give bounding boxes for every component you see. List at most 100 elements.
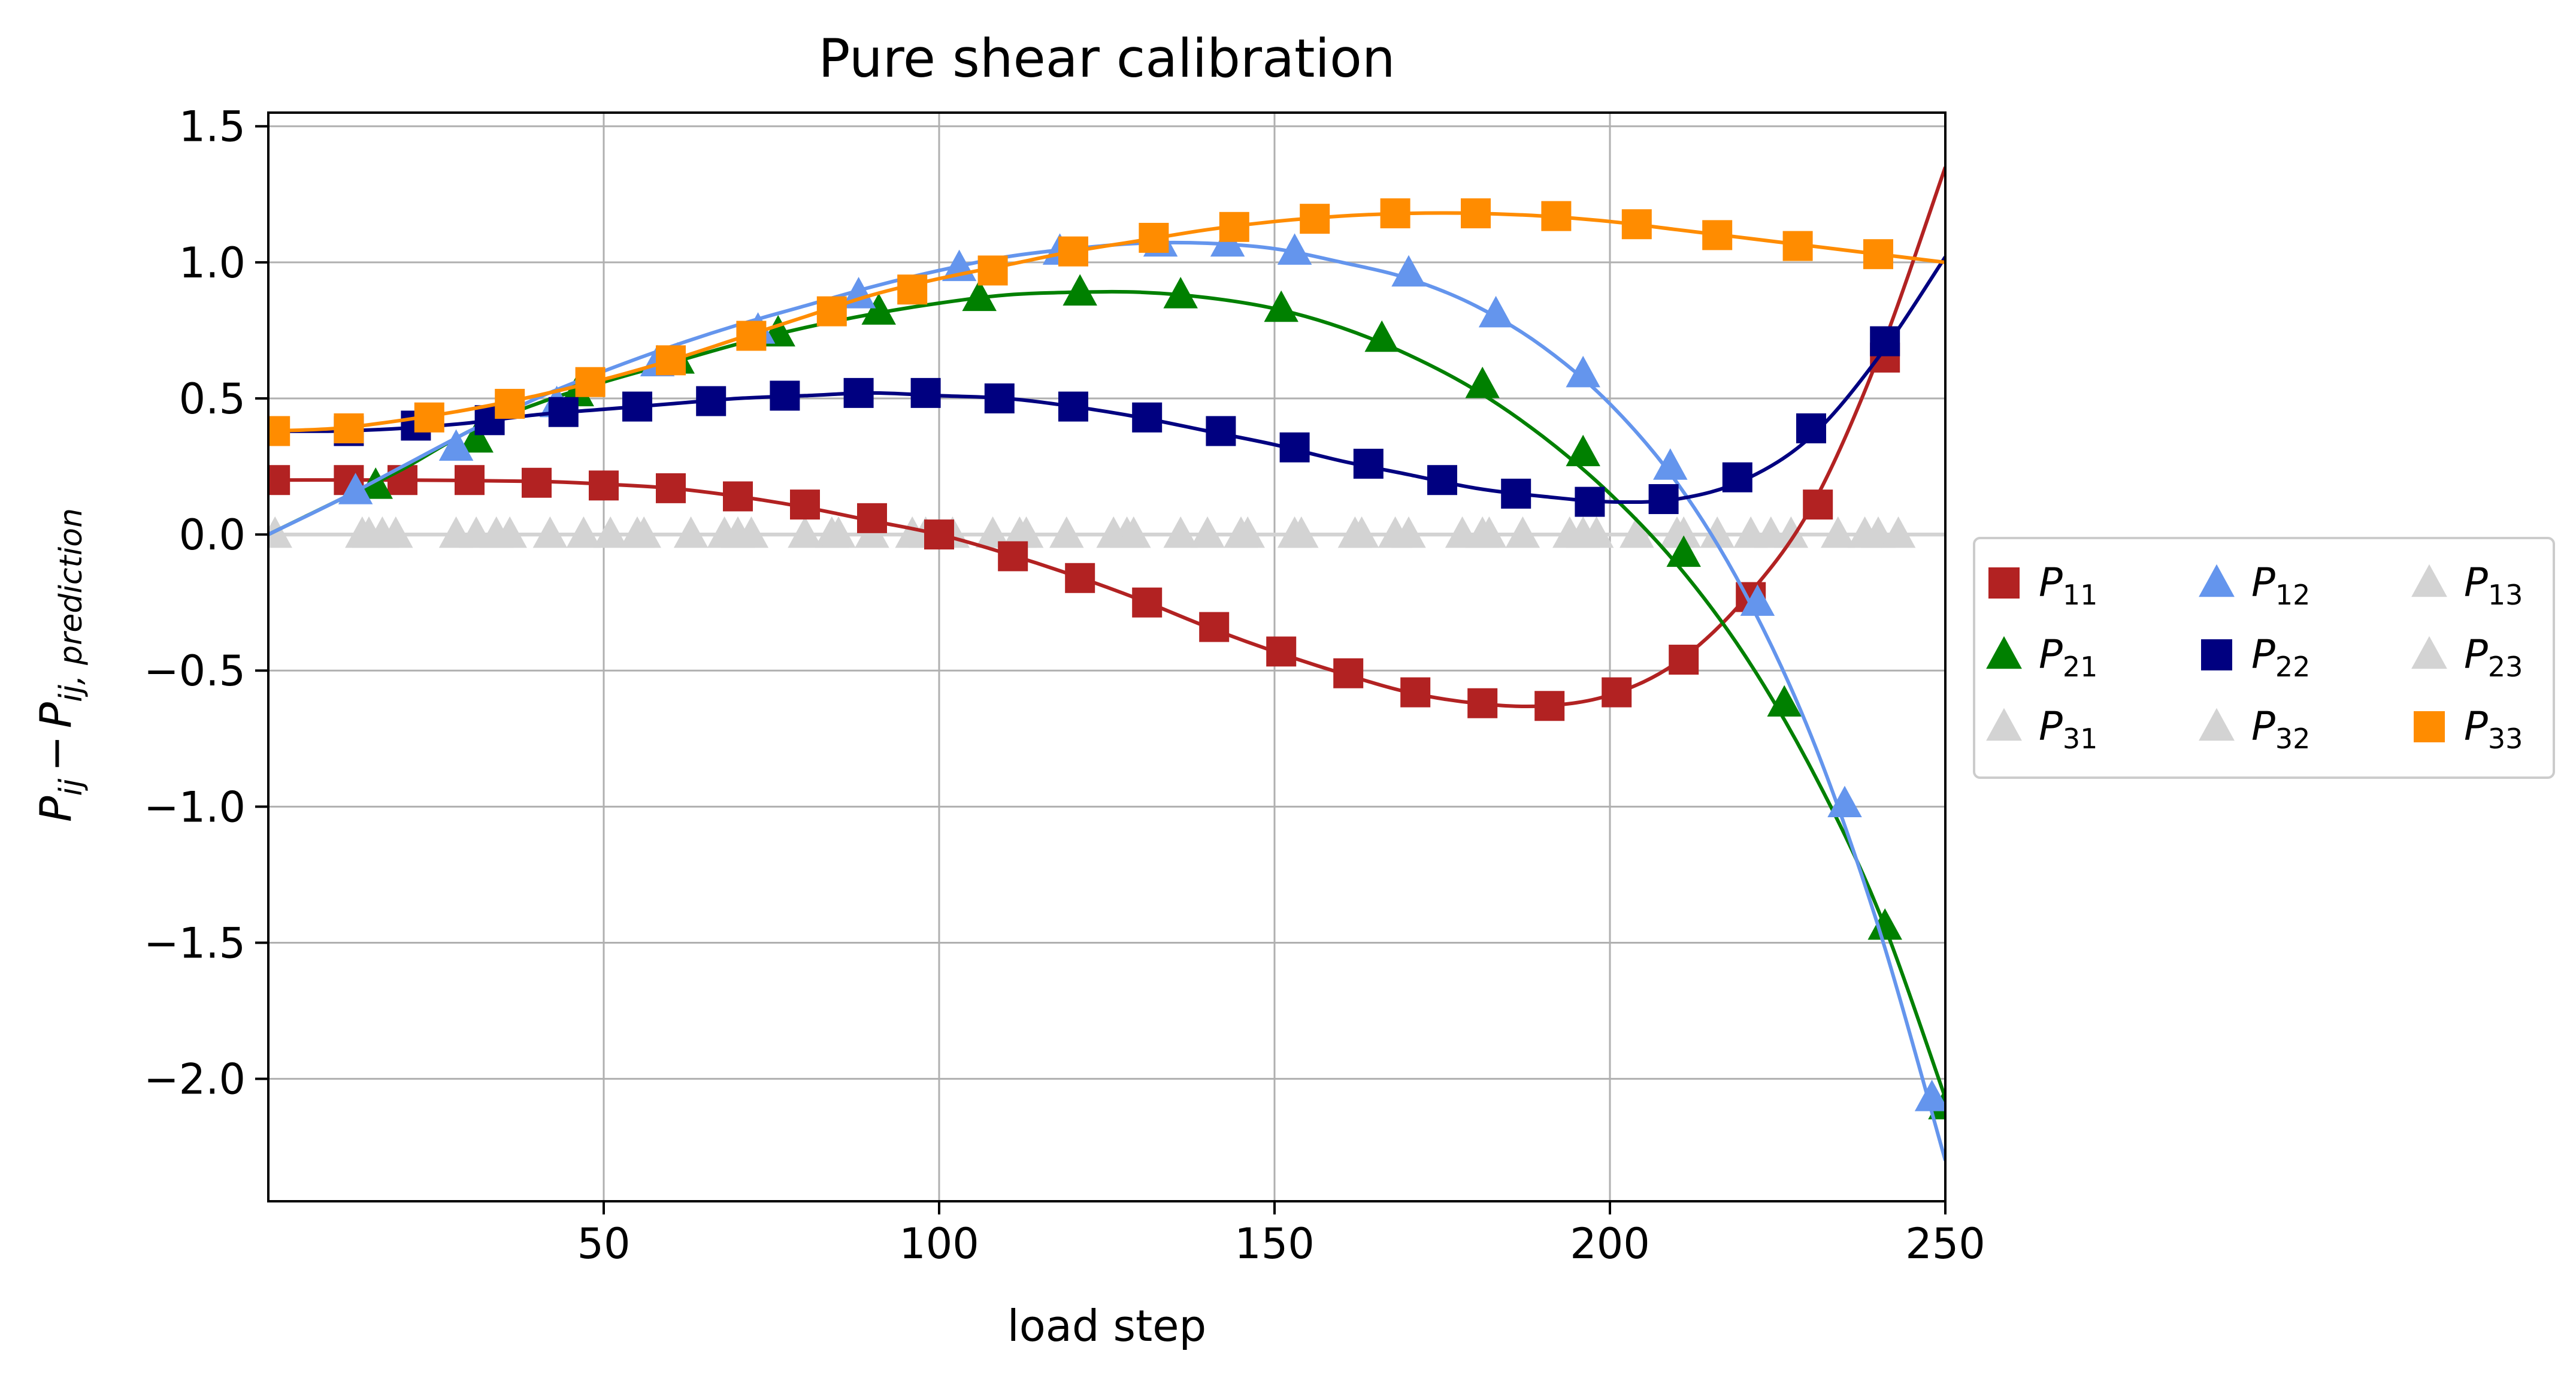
data-point-P33 <box>736 321 767 351</box>
y-axis-label: Pij − Pij, prediction <box>31 508 89 822</box>
data-point-P33 <box>414 402 444 433</box>
x-tick-label: 200 <box>1570 1219 1650 1268</box>
data-point-P32 <box>1009 516 1044 548</box>
data-point-P32 <box>1666 516 1701 548</box>
legend-label: P22 <box>2251 631 2310 683</box>
data-point-P22 <box>770 380 800 411</box>
data-point-P13 <box>532 516 568 548</box>
legend-marker <box>1986 636 2022 669</box>
data-point-P22 <box>1796 413 1826 443</box>
data-point-P33 <box>1541 201 1572 231</box>
y-tick-label: 1.0 <box>179 238 246 288</box>
legend-marker <box>2199 708 2235 741</box>
legend-label: P13 <box>2464 560 2523 611</box>
data-point-P31 <box>975 516 1010 548</box>
data-point-P21 <box>1465 367 1500 398</box>
legend-marker <box>2411 564 2447 597</box>
data-point-P11 <box>1467 688 1498 718</box>
data-point-P33 <box>1461 198 1491 229</box>
data-point-P22 <box>1575 486 1605 517</box>
data-point-P33 <box>1058 236 1088 267</box>
data-point-P11 <box>1199 612 1230 642</box>
y-label-base: P <box>31 796 81 822</box>
x-tick-label: 100 <box>899 1219 979 1268</box>
y-tick-label: 0.0 <box>179 510 246 560</box>
data-point-P11 <box>1534 691 1565 721</box>
series-layer <box>268 166 1945 1161</box>
data-point-P23 <box>1391 516 1426 548</box>
data-point-P21 <box>962 279 997 312</box>
data-point-P33 <box>334 413 364 443</box>
series-line-P33 <box>268 211 1945 433</box>
data-point-P33 <box>977 255 1008 286</box>
data-point-P32 <box>1445 516 1480 548</box>
legend-item: P31 <box>1986 703 2097 755</box>
data-point-P13 <box>268 516 292 548</box>
y-label-minus: − <box>31 735 81 771</box>
data-point-P21 <box>459 421 494 453</box>
data-point-P33 <box>1782 231 1813 261</box>
data-point-P31 <box>1700 516 1735 548</box>
data-point-P32 <box>1116 516 1151 548</box>
data-point-P22 <box>1501 478 1531 509</box>
series-P33 <box>268 198 1945 446</box>
data-point-P12 <box>438 429 474 461</box>
data-point-P21 <box>861 293 896 325</box>
legend: P11 P12 P13 P21 P22 P23 P31 P32 P33 <box>1973 537 2555 779</box>
data-point-P12 <box>338 473 373 504</box>
data-point-P23 <box>707 516 742 548</box>
data-point-P23 <box>1505 516 1540 548</box>
data-point-P22 <box>696 386 727 416</box>
legend-item: P22 <box>2201 631 2310 683</box>
series-P32 <box>268 516 1945 548</box>
data-point-P33 <box>656 345 686 376</box>
y-label-base2: P <box>31 702 81 728</box>
data-point-P22 <box>1870 326 1900 356</box>
y-tick-label: −2.0 <box>144 1055 246 1104</box>
legend-marker <box>1986 708 2022 741</box>
data-point-P21 <box>1264 290 1298 322</box>
data-point-P23 <box>821 516 856 548</box>
data-point-P22 <box>1279 432 1310 463</box>
data-point-P33 <box>1139 222 1169 253</box>
data-point-P22 <box>1132 402 1163 433</box>
data-point-P32 <box>1881 516 1916 548</box>
data-point-P12 <box>1740 584 1775 616</box>
data-point-P22 <box>1427 465 1457 495</box>
y-tick-label: −1.0 <box>144 782 246 832</box>
legend-label: P32 <box>2251 703 2310 755</box>
legend-label: P21 <box>2039 631 2097 683</box>
data-point-P23 <box>1049 516 1084 548</box>
data-point-P33 <box>1863 239 1893 270</box>
data-point-P23 <box>593 516 628 548</box>
data-point-P22 <box>1722 462 1752 492</box>
data-point-P12 <box>1653 448 1688 480</box>
data-point-P22 <box>1206 416 1236 446</box>
axes: 50 100 150 200 250 1.5 1.0 0.5 0.0 −0.5 −1.0 −1.5 −2… <box>144 102 1985 1268</box>
legend-item: P13 <box>2411 560 2523 611</box>
data-point-P22 <box>1058 391 1088 422</box>
data-point-P11 <box>589 470 619 501</box>
data-point-P32 <box>788 516 822 548</box>
data-point-P11 <box>790 489 820 520</box>
data-point-P11 <box>268 465 290 495</box>
data-point-P11 <box>1333 658 1364 688</box>
data-point-P11 <box>924 519 954 550</box>
y-tick-label: 0.5 <box>179 374 246 424</box>
data-point-P22 <box>843 377 874 408</box>
legend-item: P11 <box>1988 560 2097 611</box>
legend-marker <box>1988 567 2020 599</box>
data-point-P32 <box>1552 516 1587 548</box>
y-label-sub2: ij, prediction <box>53 508 89 702</box>
data-point-P11 <box>1266 636 1297 667</box>
data-point-P12 <box>1478 295 1513 328</box>
data-point-P11 <box>1132 587 1163 618</box>
legend-label: P31 <box>2039 703 2097 755</box>
x-axis-label: load step <box>1007 1301 1207 1351</box>
legend-label: P11 <box>2039 560 2097 611</box>
data-point-P11 <box>1803 489 1833 520</box>
data-point-P32 <box>673 516 709 548</box>
plot-frame <box>267 111 1947 1202</box>
